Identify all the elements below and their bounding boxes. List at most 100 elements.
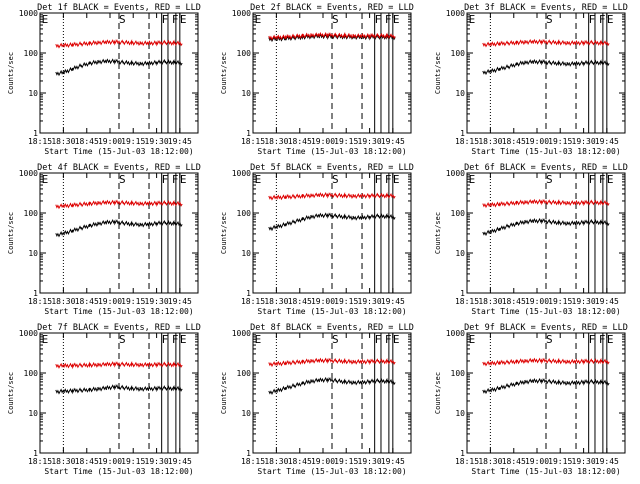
event-marker-label: E <box>180 13 187 26</box>
event-marker-label: S <box>546 13 553 26</box>
x-tick-label: 18:30 <box>264 137 288 146</box>
x-tick-label: 19:30 <box>572 297 596 306</box>
panel-title: Det 5f BLACK = Events, RED = LLD <box>250 163 414 173</box>
event-marker-label: F <box>385 333 392 346</box>
x-tick-label: 19:00 <box>98 457 122 466</box>
y-axis-label: Counts/sec <box>434 372 442 414</box>
event-marker-label: S <box>332 13 339 26</box>
event-marker-label: S <box>332 173 339 186</box>
y-axis-label: Counts/sec <box>7 52 15 94</box>
panel-4: Det 4f BLACK = Events, RED = LLD 1 10 100 10… <box>7 163 201 316</box>
event-marker-label: E <box>180 333 187 346</box>
y-tick-label: 1 <box>460 289 465 298</box>
series-lld <box>482 198 610 209</box>
y-axis-label: Counts/sec <box>220 372 228 414</box>
x-tick-label: 18:45 <box>502 137 526 146</box>
y-axis-label: Counts/sec <box>220 212 228 254</box>
event-marker-label: E <box>393 173 400 186</box>
panel-title: Det 9f BLACK = Events, RED = LLD <box>464 323 628 333</box>
y-tick-label: 10 <box>455 89 465 98</box>
x-tick-label: 19:00 <box>311 297 335 306</box>
event-marker-label: E <box>607 13 614 26</box>
series-lld <box>55 360 183 370</box>
event-marker-label: S <box>546 333 553 346</box>
y-tick-label: 100 <box>237 209 252 218</box>
series-events <box>268 376 396 395</box>
event-marker-label: E <box>42 13 49 26</box>
x-tick-label: 18:45 <box>75 297 99 306</box>
y-tick-label: 1000 <box>232 9 251 18</box>
x-tick-label: 18:30 <box>51 137 75 146</box>
y-tick-label: 1 <box>246 129 251 138</box>
panel-6: Det 6f BLACK = Events, RED = LLD 1 10 100 10… <box>434 163 628 316</box>
x-tick-label: 19:30 <box>572 457 596 466</box>
x-tick-label: 18:15 <box>241 137 265 146</box>
x-tick-label: 19:45 <box>168 457 192 466</box>
event-marker-label: S <box>119 13 126 26</box>
x-tick-label: 19:45 <box>595 137 619 146</box>
x-tick-label: 19:30 <box>358 457 382 466</box>
y-tick-label: 100 <box>451 369 466 378</box>
y-axis-label: Counts/sec <box>7 212 15 254</box>
event-marker-label: F <box>172 333 179 346</box>
series-lld <box>482 38 610 48</box>
panel-title: Det 2f BLACK = Events, RED = LLD <box>250 3 414 13</box>
x-tick-label: 18:15 <box>455 297 479 306</box>
x-axis-label: Start Time (15-Jul-03 18:12:00) <box>44 467 193 476</box>
y-tick-label: 100 <box>24 49 39 58</box>
panel-8: Det 8f BLACK = Events, RED = LLD 1 10 100 10… <box>220 323 414 476</box>
event-marker-label: E <box>42 173 49 186</box>
event-marker-label: F <box>162 13 169 26</box>
series-lld <box>268 31 396 41</box>
x-tick-label: 18:30 <box>478 297 502 306</box>
x-tick-label: 19:30 <box>358 297 382 306</box>
panel-title: Det 8f BLACK = Events, RED = LLD <box>250 323 414 333</box>
event-marker-label: S <box>119 173 126 186</box>
x-tick-label: 19:15 <box>548 297 572 306</box>
y-axis-label: Counts/sec <box>7 372 15 414</box>
x-axis-label: Start Time (15-Jul-03 18:12:00) <box>44 307 193 316</box>
x-axis-label: Start Time (15-Jul-03 18:12:00) <box>257 147 406 156</box>
panel-title: Det 1f BLACK = Events, RED = LLD <box>37 3 201 13</box>
x-tick-label: 18:30 <box>264 457 288 466</box>
series-events <box>482 58 610 76</box>
event-marker-label: E <box>255 13 262 26</box>
x-tick-label: 19:15 <box>334 297 358 306</box>
event-marker-label: F <box>589 13 596 26</box>
x-axis-label: Start Time (15-Jul-03 18:12:00) <box>471 147 620 156</box>
panel-title: Det 4f BLACK = Events, RED = LLD <box>37 163 201 173</box>
event-marker-label: S <box>546 173 553 186</box>
x-tick-label: 19:45 <box>381 297 405 306</box>
y-tick-label: 10 <box>455 249 465 258</box>
y-axis-label: Counts/sec <box>220 52 228 94</box>
x-tick-label: 18:45 <box>288 297 312 306</box>
y-tick-label: 1000 <box>446 169 465 178</box>
event-marker-label: F <box>375 173 382 186</box>
panel-title: Det 6f BLACK = Events, RED = LLD <box>464 163 628 173</box>
x-tick-label: 19:30 <box>145 457 169 466</box>
x-tick-label: 19:00 <box>98 137 122 146</box>
event-marker-label: E <box>607 333 614 346</box>
x-tick-label: 18:15 <box>455 457 479 466</box>
event-marker-label: F <box>599 333 606 346</box>
x-tick-label: 18:15 <box>28 137 52 146</box>
y-tick-label: 100 <box>451 209 466 218</box>
event-marker-label: F <box>589 173 596 186</box>
x-tick-label: 18:45 <box>75 137 99 146</box>
event-marker-label: F <box>599 173 606 186</box>
event-marker-label: E <box>42 333 49 346</box>
series-events <box>55 219 183 238</box>
y-tick-label: 10 <box>241 89 251 98</box>
y-tick-label: 100 <box>237 369 252 378</box>
event-marker-label: F <box>162 173 169 186</box>
y-tick-label: 1 <box>246 449 251 458</box>
y-tick-label: 100 <box>24 369 39 378</box>
panel-1: Det 1f BLACK = Events, RED = LLD 1 10 100 10… <box>7 3 201 156</box>
y-tick-label: 10 <box>28 249 38 258</box>
panel-title: Det 7f BLACK = Events, RED = LLD <box>37 323 201 333</box>
x-tick-label: 19:00 <box>311 457 335 466</box>
series-events <box>482 217 610 237</box>
y-tick-label: 10 <box>241 409 251 418</box>
y-tick-label: 10 <box>28 409 38 418</box>
y-tick-label: 1000 <box>19 9 38 18</box>
